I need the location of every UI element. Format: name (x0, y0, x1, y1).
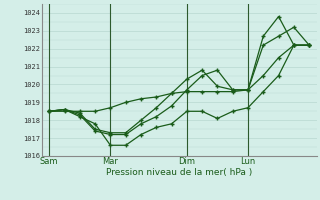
X-axis label: Pression niveau de la mer( hPa ): Pression niveau de la mer( hPa ) (106, 168, 252, 177)
